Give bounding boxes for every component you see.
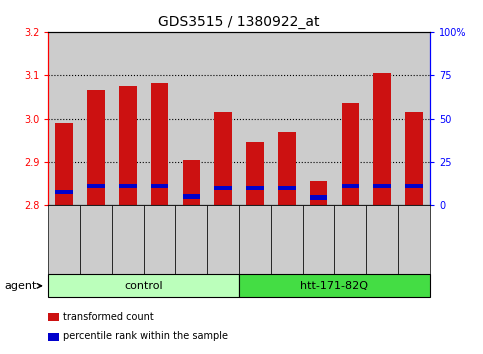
Title: GDS3515 / 1380922_at: GDS3515 / 1380922_at <box>158 16 320 29</box>
Bar <box>303 32 335 205</box>
Bar <box>366 32 398 205</box>
Bar <box>310 195 327 200</box>
Text: percentile rank within the sample: percentile rank within the sample <box>63 331 228 341</box>
Bar <box>278 132 296 205</box>
Bar <box>151 83 169 205</box>
Bar <box>56 190 73 194</box>
Text: agent: agent <box>5 281 37 291</box>
Bar <box>246 186 264 190</box>
Bar <box>144 32 175 205</box>
Bar <box>175 32 207 205</box>
Bar <box>239 32 271 205</box>
Bar <box>183 160 200 205</box>
Bar <box>335 32 366 205</box>
Text: control: control <box>125 281 163 291</box>
Bar <box>341 103 359 205</box>
Bar <box>207 32 239 205</box>
Bar <box>48 32 80 205</box>
Bar <box>335 32 366 205</box>
Bar <box>341 184 359 188</box>
Bar <box>80 32 112 205</box>
Bar <box>87 184 105 188</box>
Bar <box>246 142 264 205</box>
Bar <box>373 184 391 188</box>
Bar <box>405 112 423 205</box>
Bar <box>398 32 430 205</box>
Bar <box>373 73 391 205</box>
Bar <box>398 32 430 205</box>
Bar <box>366 32 398 205</box>
Bar <box>119 184 137 188</box>
Bar <box>183 194 200 199</box>
Bar <box>271 32 303 205</box>
Bar <box>175 32 207 205</box>
Bar <box>310 182 327 205</box>
Bar <box>87 90 105 205</box>
Text: transformed count: transformed count <box>63 312 154 322</box>
Bar <box>56 123 73 205</box>
Bar <box>80 32 112 205</box>
Bar <box>112 32 144 205</box>
Text: htt-171-82Q: htt-171-82Q <box>300 281 369 291</box>
Bar <box>112 32 144 205</box>
Bar <box>207 32 239 205</box>
Bar <box>48 32 80 205</box>
Bar <box>278 186 296 190</box>
Bar <box>239 32 271 205</box>
Bar <box>151 184 169 188</box>
Bar <box>405 184 423 188</box>
Bar <box>144 32 175 205</box>
Bar <box>303 32 335 205</box>
Bar <box>214 186 232 190</box>
Bar <box>271 32 303 205</box>
Bar <box>119 86 137 205</box>
Bar <box>214 112 232 205</box>
